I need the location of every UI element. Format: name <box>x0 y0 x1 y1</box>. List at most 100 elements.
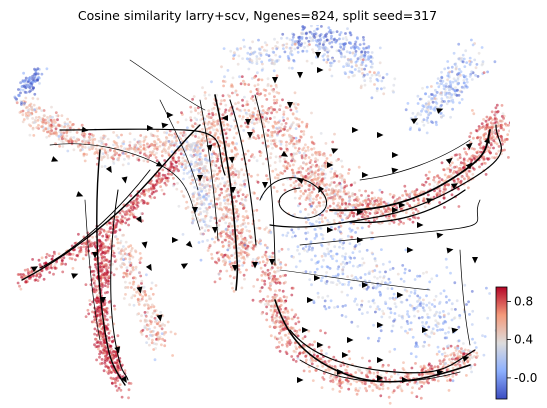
cell-point <box>198 139 202 143</box>
cell-point <box>191 214 195 218</box>
cell-point <box>489 121 493 125</box>
cell-point <box>112 349 115 353</box>
cell-point <box>106 365 110 369</box>
cell-point <box>143 153 146 156</box>
cell-point <box>272 139 275 143</box>
cell-point <box>235 93 239 97</box>
cell-point <box>239 82 243 86</box>
cell-point <box>169 165 173 168</box>
cell-point <box>227 244 231 247</box>
cell-point <box>234 200 238 203</box>
cell-point <box>265 53 268 56</box>
cell-point <box>99 279 102 283</box>
cell-point <box>195 118 199 122</box>
cell-point <box>109 226 112 229</box>
cell-point <box>435 91 439 94</box>
cell-point <box>194 153 198 157</box>
cell-point <box>312 147 316 150</box>
cell-point <box>361 203 365 207</box>
cell-point <box>269 152 273 156</box>
cell-point <box>21 88 25 92</box>
cell-point <box>189 182 193 185</box>
cell-point <box>224 238 227 242</box>
cell-point <box>414 207 418 211</box>
cell-point <box>286 117 289 121</box>
cell-point <box>88 132 91 136</box>
cell-point <box>139 199 143 203</box>
cell-point <box>225 269 229 273</box>
cell-point <box>113 307 117 311</box>
cell-point <box>145 273 148 277</box>
cell-point <box>20 85 24 88</box>
cell-point <box>270 88 274 92</box>
cell-point <box>124 280 127 284</box>
cell-point <box>402 221 405 225</box>
cell-point <box>473 58 477 62</box>
cell-point <box>99 136 103 140</box>
cell-point <box>431 93 434 96</box>
cell-point <box>453 153 457 157</box>
cell-point <box>214 113 218 116</box>
cell-point <box>311 141 314 145</box>
cell-point <box>503 140 506 144</box>
cell-point <box>123 157 126 161</box>
cell-point <box>110 354 114 357</box>
cell-point <box>246 255 249 259</box>
cell-point <box>348 213 352 217</box>
cell-point <box>274 53 278 57</box>
cell-point <box>158 144 162 148</box>
cell-point <box>347 350 351 353</box>
cell-point <box>237 213 241 216</box>
cell-point <box>54 121 57 124</box>
cell-point <box>467 175 470 179</box>
cell-point <box>292 59 295 62</box>
cell-point <box>230 282 234 285</box>
cell-point <box>203 91 207 94</box>
cell-point <box>98 265 102 268</box>
cell-point <box>456 88 459 92</box>
cell-point <box>439 79 442 83</box>
cell-point <box>37 258 41 262</box>
cell-point <box>183 159 187 163</box>
cell-point <box>40 125 43 129</box>
cell-point <box>125 266 129 270</box>
cell-point <box>57 252 61 256</box>
cell-point <box>205 224 209 227</box>
cell-point <box>128 140 132 144</box>
cell-point <box>199 258 203 262</box>
cell-point <box>255 159 259 163</box>
cell-point <box>168 172 172 176</box>
cell-point <box>28 133 32 137</box>
cell-point <box>131 214 135 217</box>
cell-point <box>240 241 244 245</box>
cell-point <box>227 216 230 220</box>
cell-point <box>359 86 363 90</box>
cell-point <box>205 207 209 211</box>
cell-point <box>332 219 336 222</box>
cell-point <box>298 138 301 142</box>
cell-point <box>31 117 34 120</box>
cell-point <box>206 239 209 242</box>
cell-point <box>463 81 466 85</box>
cell-point <box>240 157 244 161</box>
cell-point <box>54 111 58 114</box>
cell-point <box>44 121 48 125</box>
cell-point <box>253 107 257 110</box>
cell-point <box>315 195 318 199</box>
cell-point <box>335 192 339 196</box>
cell-point <box>107 234 111 238</box>
cell-point <box>150 315 154 319</box>
cell-point <box>111 159 115 163</box>
cell-point <box>377 196 380 200</box>
cell-point <box>104 278 107 282</box>
cell-point <box>116 215 119 219</box>
cell-point <box>298 328 302 332</box>
cell-point <box>47 120 51 123</box>
cell-point <box>103 310 107 314</box>
cell-point <box>420 190 423 194</box>
cell-point <box>202 148 206 151</box>
cell-point <box>63 122 67 126</box>
cell-point <box>250 97 253 100</box>
cell-point <box>331 387 335 391</box>
cell-point <box>266 177 270 181</box>
